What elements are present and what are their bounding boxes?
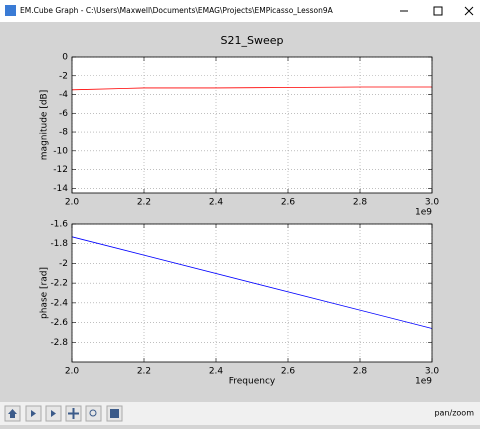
plot-frame [71,56,433,194]
x-tick-label: 2.0 [65,367,80,377]
x-offset-label: 1e9 [415,208,432,218]
x-tick-label: 2.6 [281,367,296,377]
y-tick-label: -2.4 [50,298,68,308]
y-tick-label: -2 [59,71,68,81]
y-tick-label: -1.6 [50,220,68,230]
y-tick-label: -10 [53,146,68,156]
y-axis-label: phase [rad] [40,267,50,319]
data-line [71,86,432,91]
plot-frame [71,223,433,363]
x-tick-label: 3.0 [425,198,440,208]
y-tick-label: -8 [59,128,68,138]
y-tick-label: -2 [59,259,68,269]
x-tick-label: 2.2 [137,198,151,208]
x-tick-label: 3.0 [425,367,440,377]
close-button[interactable] [464,6,474,16]
app-icon [5,5,16,16]
y-tick-label: -2.6 [50,318,68,328]
plot-area [72,224,432,362]
y-tick-label: -12 [53,165,68,175]
x-tick-label: 2.4 [209,198,224,208]
y-tick-label: -4 [59,90,68,100]
y-tick-label: -14 [53,184,68,194]
y-tick-label: -2.2 [50,279,68,289]
x-tick-label: 2.8 [353,367,368,377]
x-tick-label: 2.0 [65,198,80,208]
window-title: EM.Cube Graph - C:\Users\Maxwell\Documen… [20,6,334,15]
forward-icon [51,410,56,417]
y-tick-label: -6 [59,109,68,119]
back-icon [31,410,36,417]
x-tick-label: 2.2 [137,367,151,377]
x-axis-label: Frequency [229,377,276,387]
maximize-button[interactable] [433,6,443,16]
toolbar-status: pan/zoom [434,409,474,418]
title-bar [0,0,480,22]
zoom-button[interactable] [85,405,102,422]
data-line [71,236,433,329]
home-icon [8,409,17,418]
x-tick-label: 2.8 [353,198,368,208]
pan-icon [68,408,79,419]
y-tick-label: 0 [62,53,68,63]
toolbar-buttons [4,405,123,422]
save-icon [110,409,119,418]
x-tick-label: 2.6 [281,198,296,208]
y-tick-label: -2.8 [50,338,68,348]
plot-area [72,57,432,193]
zoom-icon [89,409,97,417]
y-axis-label: magnitude [dB] [40,90,50,160]
y-tick-label: -1.8 [50,239,68,249]
x-tick-label: 2.4 [209,367,224,377]
figure-title: S21_Sweep [221,34,284,47]
x-offset-label: 1e9 [415,377,432,387]
